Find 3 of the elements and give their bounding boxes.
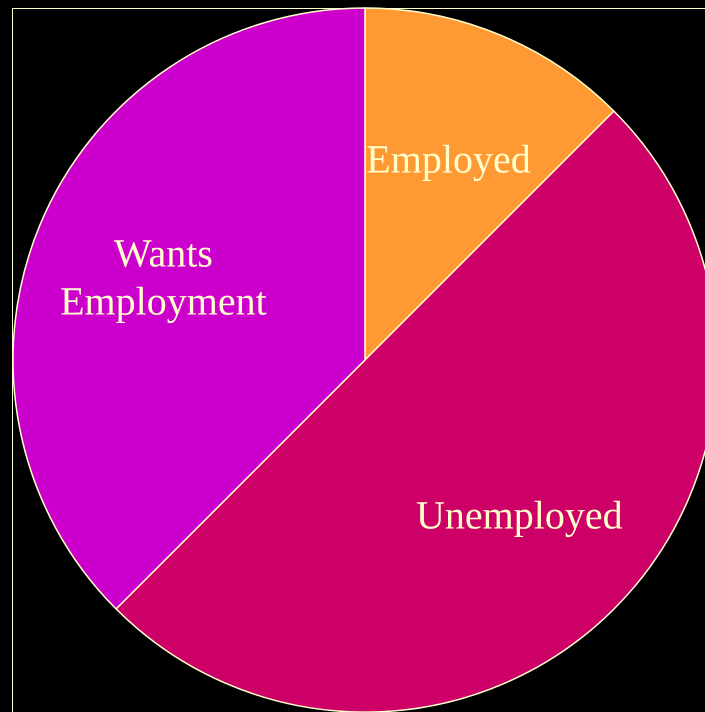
slice-label: Employed bbox=[366, 136, 531, 182]
slice-label: Unemployed bbox=[416, 492, 623, 538]
slice-label: Wants Employment bbox=[60, 230, 267, 324]
